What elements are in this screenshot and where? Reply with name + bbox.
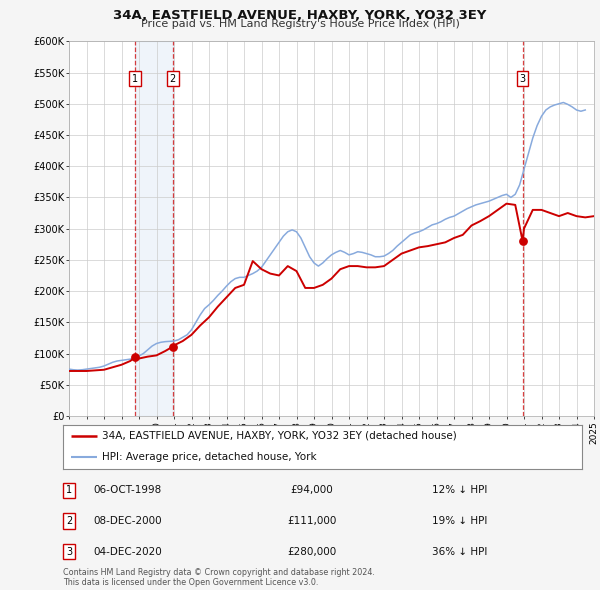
Text: 06-OCT-1998: 06-OCT-1998 [93,486,161,495]
Text: 19% ↓ HPI: 19% ↓ HPI [432,516,487,526]
Text: £94,000: £94,000 [290,486,334,495]
Text: 3: 3 [66,547,72,556]
Text: Contains HM Land Registry data © Crown copyright and database right 2024.
This d: Contains HM Land Registry data © Crown c… [63,568,375,587]
Text: 2: 2 [66,516,72,526]
Text: 2: 2 [170,74,176,84]
Text: £280,000: £280,000 [287,547,337,556]
Text: 34A, EASTFIELD AVENUE, HAXBY, YORK, YO32 3EY: 34A, EASTFIELD AVENUE, HAXBY, YORK, YO32… [113,9,487,22]
Text: £111,000: £111,000 [287,516,337,526]
Text: HPI: Average price, detached house, York: HPI: Average price, detached house, York [102,452,317,462]
Bar [135,41,173,416]
Text: 04-DEC-2020: 04-DEC-2020 [93,547,162,556]
Text: 1: 1 [132,74,138,84]
Point [518,237,527,246]
Text: 34A, EASTFIELD AVENUE, HAXBY, YORK, YO32 3EY (detached house): 34A, EASTFIELD AVENUE, HAXBY, YORK, YO32… [102,431,457,441]
Text: 12% ↓ HPI: 12% ↓ HPI [432,486,487,495]
Point [168,342,178,352]
Point [130,353,140,362]
Text: 08-DEC-2000: 08-DEC-2000 [93,516,161,526]
Text: 3: 3 [520,74,526,84]
Text: 36% ↓ HPI: 36% ↓ HPI [432,547,487,556]
Text: 1: 1 [66,486,72,495]
Text: Price paid vs. HM Land Registry's House Price Index (HPI): Price paid vs. HM Land Registry's House … [140,19,460,29]
